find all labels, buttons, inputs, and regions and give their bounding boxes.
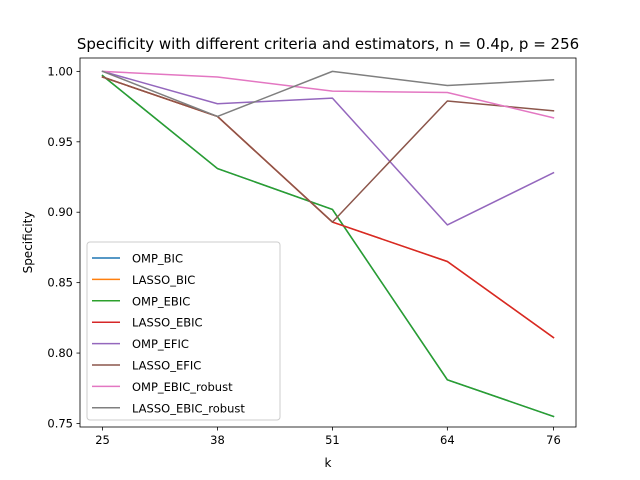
series-line-6 bbox=[101, 70, 555, 119]
y-axis-label: Specificity bbox=[21, 212, 35, 274]
legend-label-2: OMP_EBIC bbox=[132, 294, 190, 308]
x-axis-label: k bbox=[325, 456, 332, 470]
chart-title: Specificity with different criteria and … bbox=[77, 35, 579, 53]
x-tick-label-2: 51 bbox=[325, 433, 340, 447]
y-tick-label-1: 0.80 bbox=[47, 346, 73, 360]
legend-label-7: LASSO_EBIC_robust bbox=[132, 401, 245, 415]
legend-frame bbox=[86, 241, 281, 421]
series-line-7 bbox=[101, 70, 555, 118]
legend-label-4: OMP_EFIC bbox=[132, 337, 189, 351]
legend: OMP_BIC LASSO_BIC OMP_EBIC LASSO_EBIC OMP_EF… bbox=[86, 241, 281, 421]
x-tick-label-3: 64 bbox=[440, 433, 455, 447]
legend-label-1: LASSO_BIC bbox=[132, 273, 195, 287]
plot-area-frame bbox=[79, 57, 577, 428]
legend-label-6: OMP_EBIC_robust bbox=[132, 380, 233, 394]
y-tick-label-0: 0.75 bbox=[47, 416, 73, 430]
legend-label-0: OMP_BIC bbox=[132, 252, 183, 266]
y-tick-label-2: 0.85 bbox=[47, 276, 73, 290]
y-axis: 0.75 0.80 0.85 0.90 0.95 1.00 bbox=[47, 64, 80, 430]
series-lines bbox=[101, 70, 555, 418]
series-line-2 bbox=[101, 74, 555, 418]
x-tick-label-0: 25 bbox=[95, 433, 110, 447]
y-tick-label-3: 0.90 bbox=[47, 205, 73, 219]
legend-label-5: LASSO_EFIC bbox=[132, 359, 201, 373]
x-tick-label-4: 76 bbox=[546, 433, 561, 447]
y-tick-label-4: 0.95 bbox=[47, 135, 73, 149]
x-axis: 25 38 51 64 76 bbox=[95, 427, 561, 447]
series-line-5 bbox=[101, 76, 555, 223]
y-tick-label-5: 1.00 bbox=[47, 64, 73, 78]
legend-label-3: LASSO_EBIC bbox=[132, 316, 203, 330]
x-tick-label-1: 38 bbox=[210, 433, 225, 447]
series-line-4 bbox=[101, 70, 555, 226]
